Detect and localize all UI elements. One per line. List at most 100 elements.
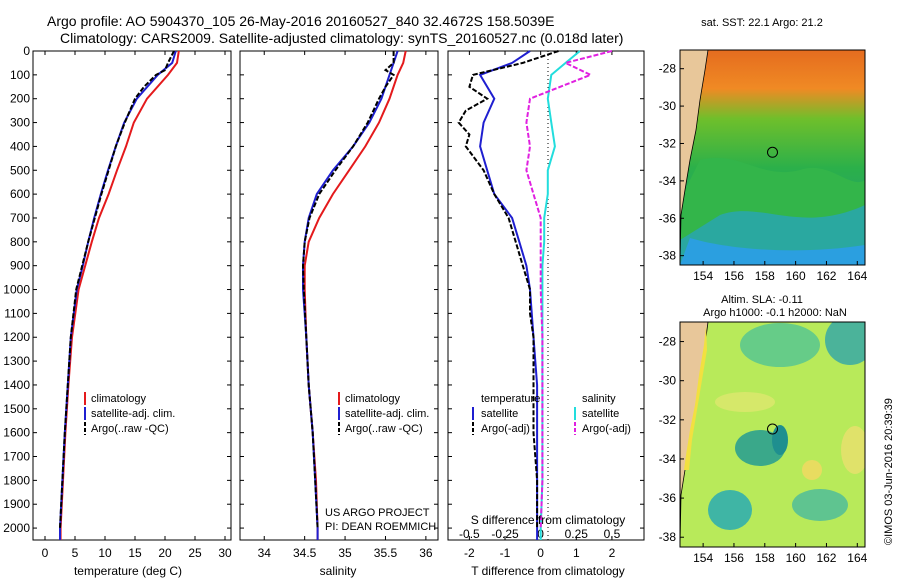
figure-title-line1: Argo profile: AO 5904370_105 26-May-2016… bbox=[47, 13, 555, 29]
ytick-label: 600 bbox=[10, 187, 30, 201]
map-xtick-label: 160 bbox=[786, 269, 806, 283]
legend-s-satellite: satellite bbox=[582, 408, 619, 420]
legend-s-argo: Argo(-adj) bbox=[582, 423, 631, 435]
legend-climatology: climatology bbox=[345, 393, 401, 405]
ytick-label: 0 bbox=[23, 44, 30, 58]
salinity-axes: 34 34.5 35 35.5 36 bbox=[240, 50, 438, 560]
difference-legend: temperature satellite Argo(-adj) salinit… bbox=[472, 393, 631, 435]
map-ytick-label: -30 bbox=[659, 99, 677, 113]
xtick-label: 10 bbox=[98, 546, 112, 560]
ytick-label: 300 bbox=[10, 116, 30, 130]
series-line-argo-raw-qc- bbox=[59, 50, 175, 529]
ytick-label: 700 bbox=[10, 211, 30, 225]
ytick-label: 800 bbox=[10, 235, 30, 249]
ytick-label: 2000 bbox=[3, 521, 30, 535]
legend-t-satellite: satellite bbox=[481, 408, 518, 420]
temperature-xlabel: temperature (deg C) bbox=[74, 564, 182, 578]
map-xtick-label: 156 bbox=[724, 551, 744, 565]
map-ytick-label: -32 bbox=[659, 136, 677, 150]
map-xtick-label: 154 bbox=[693, 269, 713, 283]
map-ytick-label: -34 bbox=[659, 174, 677, 188]
xtick-label: 0 bbox=[42, 546, 49, 560]
sst-map-frame bbox=[679, 49, 866, 266]
sla-map-frame bbox=[679, 321, 866, 548]
ytick-label: 400 bbox=[10, 139, 30, 153]
map-xtick-label: 156 bbox=[724, 269, 744, 283]
map-xtick-label: 154 bbox=[693, 551, 713, 565]
temperature-axes: 0100200300400500600700800900100011001200… bbox=[3, 44, 232, 560]
xtick-label: 25 bbox=[188, 546, 202, 560]
legend-t-argo: Argo(-adj) bbox=[481, 423, 530, 435]
sst-cold-water bbox=[680, 238, 865, 265]
xtick-label: 30 bbox=[218, 546, 232, 560]
ytick-label: 500 bbox=[10, 163, 30, 177]
map-ytick-label: -38 bbox=[659, 249, 677, 263]
sla-blob bbox=[825, 322, 865, 365]
salinity-legend: climatology satellite-adj. clim. Argo(..… bbox=[338, 392, 429, 435]
legend-argo: Argo(..raw -QC) bbox=[345, 423, 423, 435]
map-ytick-label: -34 bbox=[659, 452, 677, 466]
salinity-panel bbox=[239, 50, 439, 541]
xtick-label: 5 bbox=[72, 546, 79, 560]
ytick-label: 1000 bbox=[3, 283, 30, 297]
xtick-label-s: 0.5 bbox=[604, 527, 621, 541]
xtick-label: 34 bbox=[258, 546, 272, 560]
xtick-label: -2 bbox=[464, 546, 475, 560]
map-xtick-label: 162 bbox=[816, 269, 836, 283]
map-xtick-label: 164 bbox=[847, 269, 867, 283]
ytick-label: 1400 bbox=[3, 378, 30, 392]
series-line-climatology bbox=[59, 50, 180, 540]
map-ytick-label: -28 bbox=[659, 62, 677, 76]
sst-map-axes: 154 156 158 160 162 164 -28 -30 -32 -34 -36 -38 bbox=[659, 62, 868, 283]
legend-argo: Argo(..raw -QC) bbox=[91, 423, 169, 435]
map-xtick-label: 158 bbox=[755, 269, 775, 283]
legend-satellite: satellite-adj. clim. bbox=[91, 408, 175, 420]
xtick-label: 2 bbox=[609, 546, 616, 560]
ytick-label: 200 bbox=[10, 92, 30, 106]
xtick-label: 35.5 bbox=[374, 546, 398, 560]
series-line-temperature-argo-adj- bbox=[457, 50, 559, 529]
sla-blob bbox=[740, 323, 820, 367]
sst-map-title: sat. SST: 22.1 Argo: 21.2 bbox=[701, 17, 823, 29]
sla-coastal-band bbox=[684, 325, 707, 470]
ytick-label: 1300 bbox=[3, 354, 30, 368]
legend-climatology: climatology bbox=[91, 393, 147, 405]
xtick-label: -1 bbox=[500, 546, 511, 560]
ytick-label: 1500 bbox=[3, 402, 30, 416]
sla-blob bbox=[802, 460, 822, 480]
ytick-label: 1200 bbox=[3, 330, 30, 344]
sst-argo-marker bbox=[767, 146, 778, 158]
map-xtick-label: 162 bbox=[816, 551, 836, 565]
sla-argo-marker bbox=[767, 423, 778, 435]
xtick-label: 36 bbox=[419, 546, 433, 560]
sla-blob bbox=[708, 490, 752, 530]
ytick-label: 1700 bbox=[3, 450, 30, 464]
series-line-climatology bbox=[303, 50, 407, 540]
map-ytick-label: -36 bbox=[659, 491, 677, 505]
temperature-panel bbox=[32, 50, 232, 541]
xtick-label: 35 bbox=[338, 546, 352, 560]
series-line-satellite-adj-clim- bbox=[302, 50, 399, 540]
project-pi: PI: DEAN ROEMMICH bbox=[325, 521, 436, 533]
ytick-label: 1900 bbox=[3, 497, 30, 511]
legend-salinity-header: salinity bbox=[582, 393, 616, 405]
t-difference-xlabel: T difference from climatology bbox=[471, 564, 625, 578]
series-line-salinity-argo-adj- bbox=[525, 50, 613, 529]
ytick-label: 900 bbox=[10, 259, 30, 273]
temperature-lines bbox=[59, 50, 180, 540]
sla-blob bbox=[841, 426, 865, 474]
xtick-label-s: -0.5 bbox=[459, 527, 480, 541]
sla-map-title-line2: Argo h1000: -0.1 h2000: NaN bbox=[703, 307, 847, 319]
series-line-temperature-satellite bbox=[478, 50, 539, 540]
temperature-legend: climatology satellite-adj. clim. Argo(..… bbox=[84, 392, 175, 435]
xtick-label: 0 bbox=[537, 546, 544, 560]
salinity-xlabel: salinity bbox=[320, 564, 357, 578]
s-difference-xlabel: S difference from climatology bbox=[471, 513, 626, 527]
ytick-label: 100 bbox=[10, 68, 30, 82]
map-ytick-label: -28 bbox=[659, 335, 677, 349]
map-xtick-label: 160 bbox=[786, 551, 806, 565]
imos-credit: ©IMOS 03-Jun-2016 20:39:39 bbox=[883, 398, 895, 545]
map-ytick-label: -30 bbox=[659, 374, 677, 388]
map-ytick-label: -38 bbox=[659, 530, 677, 544]
